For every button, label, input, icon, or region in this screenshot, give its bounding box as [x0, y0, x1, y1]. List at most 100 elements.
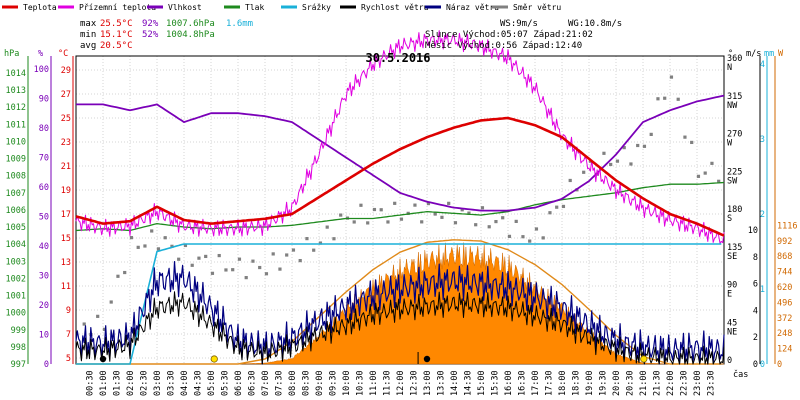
time-tick: 09:00: [315, 370, 325, 396]
wind-direction-point: [433, 212, 437, 216]
wind-direction-point: [568, 178, 572, 183]
wind-direction-point: [170, 244, 174, 248]
percent-tick: 30: [39, 272, 49, 282]
wind-direction-point: [285, 253, 289, 257]
wind-direction-point: [602, 151, 606, 155]
mm-tick: 4: [760, 60, 765, 70]
hpa-tick: 1000: [6, 309, 26, 319]
celsius-tick: 19: [61, 186, 71, 196]
wind-direction-point: [696, 174, 701, 178]
hpa-tick: 1010: [6, 137, 26, 147]
direction-unit: °: [728, 49, 733, 59]
wind-direction-point: [305, 237, 309, 241]
celsius-tick: 5: [66, 354, 71, 364]
wind-direction-point: [420, 220, 424, 224]
stats-avg-temp: 20.5°C: [100, 41, 133, 51]
stats-max-label: max: [80, 19, 97, 29]
wind-direction-point: [690, 140, 694, 145]
wind-direction-point: [352, 220, 356, 224]
wind-direction-point: [359, 203, 363, 207]
wind-direction-point: [703, 171, 707, 175]
stats-max-temp: 25.5°C: [100, 19, 133, 29]
hpa-tick: 1006: [6, 206, 26, 216]
hpa-tick: 999: [11, 326, 26, 336]
hpa-tick: 1002: [6, 274, 26, 284]
hpa-tick: 1004: [6, 240, 26, 250]
celsius-unit: °C: [58, 49, 68, 59]
wind-direction-point: [150, 229, 154, 233]
wind-direction-point: [109, 300, 113, 304]
time-tick: 22:00: [666, 370, 676, 396]
wind-direction-point: [642, 144, 647, 148]
time-tick: 10:00: [342, 370, 352, 396]
mm-tick: 2: [760, 210, 765, 220]
time-tick: 08:30: [302, 370, 312, 396]
ms-tick: 10: [748, 226, 758, 236]
ms-tick: 6: [753, 280, 758, 290]
wind-direction-point: [534, 227, 539, 231]
time-tick: 15:30: [491, 370, 501, 396]
direction-cardinal: E: [727, 290, 732, 300]
time-tick: 13:00: [423, 370, 433, 396]
time-tick: 08:00: [288, 370, 298, 396]
direction-tick: 315: [727, 92, 742, 102]
percent-tick: 40: [39, 242, 49, 252]
time-tick: 02:30: [140, 370, 150, 396]
time-tick: 05:00: [207, 370, 217, 396]
wind-direction-point: [251, 259, 255, 263]
wind-direction-point: [393, 201, 397, 205]
wind-direction-point: [480, 206, 485, 210]
celsius-tick: 23: [61, 138, 71, 148]
hpa-tick: 1013: [6, 86, 26, 96]
watt-tick: 0: [777, 360, 782, 370]
time-tick: 23:30: [707, 370, 717, 396]
wind-direction-point: [474, 223, 478, 227]
wind-direction-point: [210, 271, 215, 275]
watt-tick: 868: [777, 252, 792, 262]
humidity-line: [76, 94, 725, 212]
percent-tick: 70: [39, 154, 49, 164]
ms-tick: 2: [753, 333, 758, 343]
wind-direction-point: [460, 208, 464, 212]
wind-direction-point: [528, 239, 532, 243]
wind-direction-point: [514, 219, 518, 223]
time-tick: 19:30: [599, 370, 609, 396]
wind-direction-point: [663, 96, 667, 100]
time-tick: 09:30: [329, 370, 339, 396]
time-tick: 12:30: [410, 370, 420, 396]
wind-direction-point: [129, 236, 134, 240]
stats-sun: Slunce Východ:05:07 Západ:21:02: [425, 30, 593, 40]
time-tick: 01:30: [113, 370, 123, 396]
ms-unit: m/s: [746, 49, 761, 59]
wind-direction-point: [96, 314, 100, 318]
wind-direction-point: [332, 237, 336, 241]
stats-min-press: 1004.8hPa: [166, 30, 215, 40]
percent-tick: 80: [39, 124, 49, 134]
time-tick: 04:30: [194, 370, 204, 396]
time-tick: 18:30: [572, 370, 582, 396]
time-tick: 04:00: [180, 370, 190, 396]
axes: hPa% °C1014101310121011101010091008100710…: [4, 49, 797, 396]
direction-tick: 360: [727, 54, 742, 64]
legend-label: Tlak: [245, 3, 264, 12]
ms-tick: 0: [753, 360, 758, 370]
wind-direction-point: [656, 97, 660, 101]
stats-wind-speed: WS:9m/s: [500, 19, 538, 29]
wind-direction-point: [507, 234, 512, 238]
time-tick: 22:30: [680, 370, 690, 396]
wind-direction-point: [312, 248, 316, 252]
time-tick: 15:00: [477, 370, 487, 396]
stats-avg-label: avg: [80, 41, 96, 51]
wind-direction-point: [683, 135, 687, 139]
direction-tick: 180: [727, 205, 742, 215]
time-tick: 01:00: [99, 370, 109, 396]
celsius-tick: 25: [61, 114, 71, 124]
watt-tick: 496: [777, 298, 792, 308]
direction-cardinal: S: [727, 214, 732, 224]
celsius-tick: 11: [61, 282, 71, 292]
stats-max-rain: 1.6mm: [226, 19, 253, 29]
direction-cardinal: N: [727, 63, 732, 73]
celsius-tick: 15: [61, 234, 71, 244]
ms-tick: 4: [753, 306, 758, 316]
